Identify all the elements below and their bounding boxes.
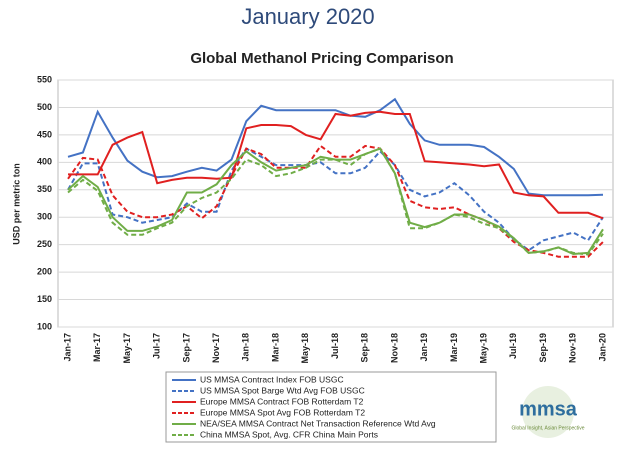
- x-tick-label: Nov-19: [568, 333, 578, 363]
- series-line: [68, 110, 604, 220]
- x-tick-label: Jul-18: [330, 333, 340, 359]
- x-tick-label: Nov-17: [211, 333, 221, 363]
- chart-title: Global Methanol Pricing Comparison: [190, 50, 453, 67]
- x-tick-label: Mar-19: [449, 333, 459, 362]
- x-tick-label: Jan-19: [419, 333, 429, 362]
- x-tick-label: Sep-18: [360, 333, 370, 363]
- y-tick-label: 350: [37, 184, 52, 194]
- x-tick-label: Jan-18: [241, 333, 251, 362]
- legend-box: [165, 371, 497, 443]
- y-tick-label: 150: [37, 294, 52, 304]
- x-tick-label: Mar-18: [270, 333, 280, 362]
- page-header: January 2020: [241, 4, 374, 29]
- x-tick-label: Jan-17: [62, 333, 72, 362]
- series-line: [67, 147, 604, 252]
- y-tick-label: 200: [37, 266, 52, 276]
- x-tick-label: Sep-17: [181, 333, 191, 363]
- y-axis-label: USD per metric ton: [11, 163, 21, 245]
- legend-label: Europe MMSA Contract FOB Rotterdam T2: [200, 396, 364, 406]
- logo: mmsa: [519, 398, 578, 420]
- x-tick-label: Jul-19: [508, 333, 518, 359]
- y-tick-label: 300: [37, 212, 52, 222]
- y-tick-label: 550: [37, 74, 52, 84]
- legend-label: China MMSA Spot, Avg. CFR China Main Por…: [200, 429, 378, 439]
- x-tick-label: Sep-19: [538, 333, 548, 363]
- legend-label: US MMSA Contract Index FOB USGC: [200, 374, 344, 384]
- y-tick-label: 450: [37, 129, 52, 139]
- legend-label: Europe MMSA Spot Avg FOB Rotterdam T2: [200, 407, 365, 417]
- logo-globe: [522, 386, 574, 438]
- x-tick-label: May-18: [300, 333, 310, 364]
- x-tick-label: May-17: [122, 333, 132, 364]
- series-line: [67, 97, 604, 197]
- logo-tagline: Global Insight, Asian Perspective: [511, 425, 584, 431]
- y-tick-label: 250: [37, 239, 52, 249]
- x-tick-label: Jan-20: [597, 333, 607, 362]
- x-tick-label: May-19: [478, 333, 488, 364]
- series-line: [67, 147, 604, 256]
- legend-label: NEA/SEA MMSA Contract Net Transaction Re…: [200, 418, 436, 428]
- y-tick-label: 100: [37, 321, 52, 331]
- series-line: [67, 147, 604, 256]
- x-tick-label: Jul-17: [152, 333, 162, 359]
- y-tick-label: 500: [37, 102, 52, 112]
- plot-area: [57, 79, 614, 328]
- legend-label: US MMSA Spot Barge Wtd Avg FOB USGC: [200, 385, 365, 395]
- y-tick-label: 400: [37, 157, 52, 167]
- series-line: [67, 144, 604, 258]
- x-tick-label: Nov-18: [389, 333, 399, 363]
- x-tick-label: Mar-17: [92, 333, 102, 362]
